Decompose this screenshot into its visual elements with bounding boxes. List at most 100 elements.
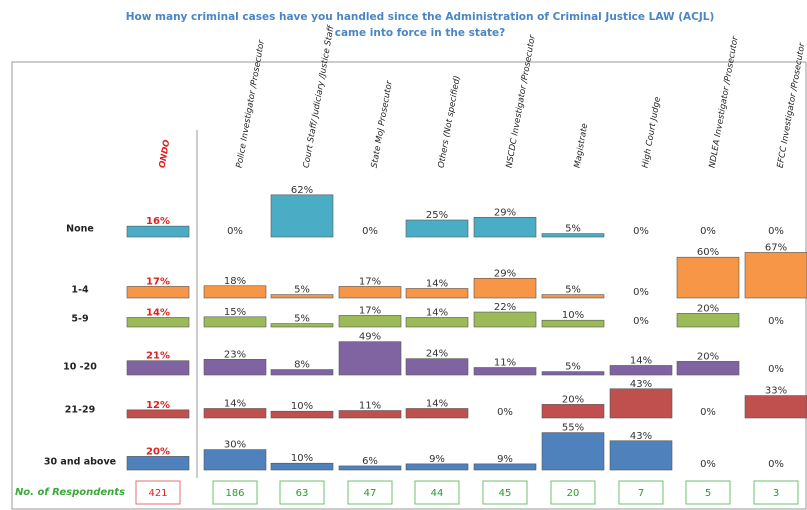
bar — [203, 316, 267, 328]
bar — [676, 256, 740, 299]
value-label: 11% — [359, 401, 381, 412]
bar — [676, 361, 740, 376]
value-label: 17% — [359, 305, 381, 316]
value-label: 12% — [146, 400, 170, 411]
value-label: 49% — [359, 332, 381, 343]
respondent-box — [482, 480, 528, 505]
value-label: 17% — [146, 276, 170, 287]
respondent-box — [212, 480, 258, 505]
bar — [126, 286, 190, 299]
value-label: 5% — [294, 314, 310, 325]
bar — [541, 371, 605, 376]
value-label: 24% — [426, 349, 448, 360]
column-header: Court Staff/ Judiciary /Justice Staff — [302, 24, 337, 169]
respondent-box — [685, 480, 731, 505]
respondent-count: 186 — [225, 488, 244, 499]
value-label: 14% — [426, 278, 448, 289]
respondent-box — [279, 480, 325, 505]
bar — [473, 277, 537, 299]
value-label: 0% — [227, 226, 243, 237]
row-label: 10 -20 — [63, 362, 97, 373]
respondents-label: No. of Respondents — [15, 487, 125, 498]
row-label: 1-4 — [71, 285, 89, 296]
bar — [126, 317, 190, 328]
bar — [270, 194, 334, 238]
respondent-count: 20 — [567, 488, 580, 499]
respondent-count: 5 — [705, 488, 711, 499]
value-label: 0% — [700, 407, 716, 418]
value-label: 29% — [494, 207, 516, 218]
bar — [609, 440, 673, 471]
value-label: 14% — [146, 307, 170, 318]
bar — [473, 311, 537, 328]
column-header: High Court Judge — [641, 96, 663, 169]
bar — [609, 388, 673, 419]
respondent-count: 3 — [773, 488, 779, 499]
value-label: 6% — [362, 456, 378, 467]
respondent-count: 7 — [638, 488, 644, 499]
value-label: 16% — [146, 216, 170, 227]
bar — [473, 216, 537, 238]
bar — [744, 252, 807, 299]
respondent-box — [414, 480, 460, 505]
column-header: State MoJ Prosecutor — [370, 80, 395, 169]
respondent-box — [550, 480, 596, 505]
respondent-box — [753, 480, 799, 505]
value-label: 30% — [224, 440, 246, 451]
bar — [338, 341, 402, 376]
value-label: 11% — [494, 358, 516, 369]
bar — [270, 323, 334, 328]
bar — [203, 449, 267, 471]
value-label: 0% — [633, 287, 649, 298]
value-label: 23% — [224, 349, 246, 360]
bar — [541, 319, 605, 328]
value-label: 0% — [768, 364, 784, 375]
bar — [270, 294, 334, 299]
value-label: 29% — [494, 268, 516, 279]
bar — [338, 410, 402, 419]
value-label: 10% — [291, 453, 313, 464]
row-label: 5-9 — [71, 314, 88, 325]
value-label: 8% — [294, 360, 310, 371]
value-label: 0% — [633, 316, 649, 327]
value-label: 15% — [224, 307, 246, 318]
value-label: 18% — [224, 276, 246, 287]
value-label: 33% — [765, 386, 787, 397]
bar — [541, 432, 605, 471]
value-label: 10% — [562, 310, 584, 321]
value-label: 20% — [697, 351, 719, 362]
column-header: Others (Not specified) — [437, 75, 463, 169]
value-label: 10% — [291, 401, 313, 412]
column-header: Magistrate — [573, 123, 591, 169]
respondent-box — [618, 480, 664, 505]
respondent-count: 47 — [364, 488, 377, 499]
respondent-count: 44 — [431, 488, 444, 499]
column-header: Police Investigator /Prosecutor — [235, 39, 267, 169]
bar — [126, 409, 190, 419]
value-label: 0% — [497, 407, 513, 418]
respondent-count: 63 — [296, 488, 309, 499]
value-label: 5% — [294, 285, 310, 296]
bar — [405, 358, 469, 376]
value-label: 5% — [565, 362, 581, 373]
value-label: 43% — [630, 431, 652, 442]
chart-title: How many criminal cases have you handled… — [126, 11, 715, 39]
value-label: 5% — [565, 224, 581, 235]
bar — [405, 408, 469, 419]
value-label: 0% — [700, 226, 716, 237]
value-label: 0% — [768, 226, 784, 237]
bar — [126, 456, 190, 471]
bar — [405, 317, 469, 328]
bar — [126, 225, 190, 238]
value-label: 14% — [224, 398, 246, 409]
value-label: 60% — [697, 247, 719, 258]
bar — [541, 294, 605, 299]
respondent-box — [135, 480, 181, 505]
bar — [338, 315, 402, 328]
value-label: 67% — [765, 242, 787, 253]
value-label: 17% — [359, 276, 381, 287]
bar — [541, 404, 605, 419]
row-label: 21-29 — [65, 405, 95, 416]
value-label: 62% — [291, 185, 313, 196]
